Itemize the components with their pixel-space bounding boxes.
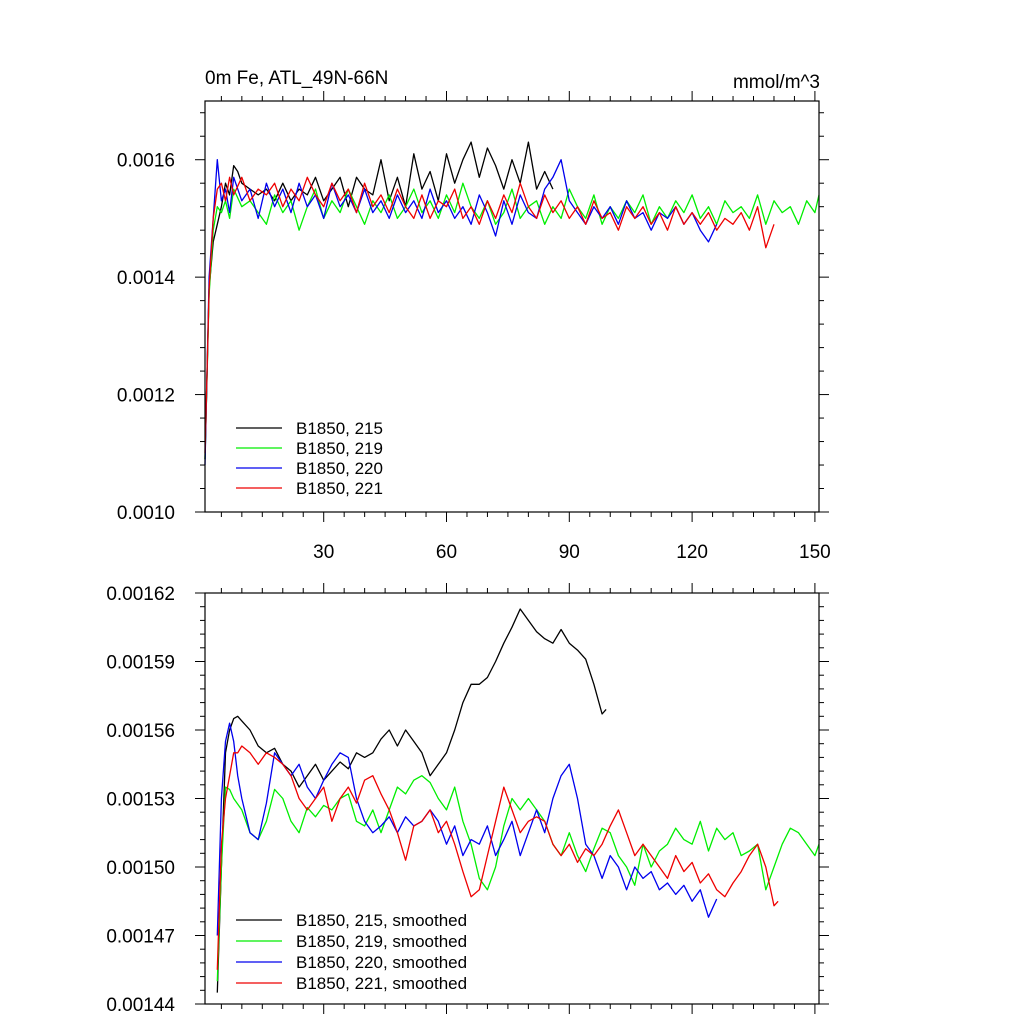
bottom-legend-label-0: B1850, 215, smoothed <box>296 911 467 930</box>
bottom-series-line-1 <box>216 775 820 982</box>
top-series-line-2 <box>204 159 718 466</box>
bottom-legend: B1850, 215, smoothed B1850, 219, smoothed… <box>236 911 467 993</box>
bottom-series-line-0 <box>216 608 607 993</box>
bottom-y-tick-label-5: 0.00159 <box>106 653 175 674</box>
top-series-line-0 <box>204 141 554 460</box>
top-legend-label-3: B1850, 221 <box>296 479 383 498</box>
top-units: mmol/m^3 <box>733 72 820 93</box>
bottom-y-tick-label-1: 0.00147 <box>106 927 175 948</box>
top-ticks-group: 30 60 90 120 150 0.0010 0.0012 0.0014 0.0016 <box>117 91 831 563</box>
bottom-y-tick-label-4: 0.00156 <box>106 721 175 742</box>
bottom-y-tick-label-3: 0.00153 <box>106 790 175 811</box>
bottom-y-tick-label-6: 0.00162 <box>106 584 175 605</box>
top-x-tick-label-0: 30 <box>313 542 334 563</box>
top-panel: 0m Fe, ATL_49N-66N mmol/m^3 30 60 90 120 150… <box>117 68 831 563</box>
top-y-tick-label-3: 0.0016 <box>117 151 175 172</box>
top-legend-label-2: B1850, 220 <box>296 459 383 478</box>
bottom-legend-label-2: B1850, 220, smoothed <box>296 953 467 972</box>
bottom-legend-label-1: B1850, 219, smoothed <box>296 932 467 951</box>
bottom-y-tick-label-0: 0.00144 <box>106 995 175 1016</box>
bottom-y-tick-label-2: 0.00150 <box>106 858 175 879</box>
top-x-tick-label-2: 90 <box>559 542 580 563</box>
top-series-group <box>204 141 820 466</box>
bottom-panel: 0.00144 0.00147 0.00150 0.00153 0.00156 0.001… <box>106 583 829 1016</box>
top-y-tick-label-0: 0.0010 <box>117 503 175 524</box>
top-legend-label-0: B1850, 215 <box>296 419 383 438</box>
top-x-tick-label-1: 60 <box>436 542 457 563</box>
bottom-series-line-2 <box>216 722 718 936</box>
bottom-series-group <box>216 608 820 993</box>
top-x-tick-label-3: 120 <box>676 542 708 563</box>
top-y-tick-label-2: 0.0014 <box>117 268 176 289</box>
top-plot-frame <box>204 100 820 513</box>
bottom-legend-label-3: B1850, 221, smoothed <box>296 974 467 993</box>
bottom-ticks-group: 0.00144 0.00147 0.00150 0.00153 0.00156 0.001… <box>106 583 829 1016</box>
bottom-series-line-3 <box>216 745 779 970</box>
top-x-tick-label-4: 150 <box>799 542 831 563</box>
top-series-line-3 <box>204 176 775 454</box>
top-y-tick-label-1: 0.0012 <box>117 386 175 407</box>
top-title: 0m Fe, ATL_49N-66N <box>205 68 388 89</box>
top-legend-label-1: B1850, 219 <box>296 439 383 458</box>
